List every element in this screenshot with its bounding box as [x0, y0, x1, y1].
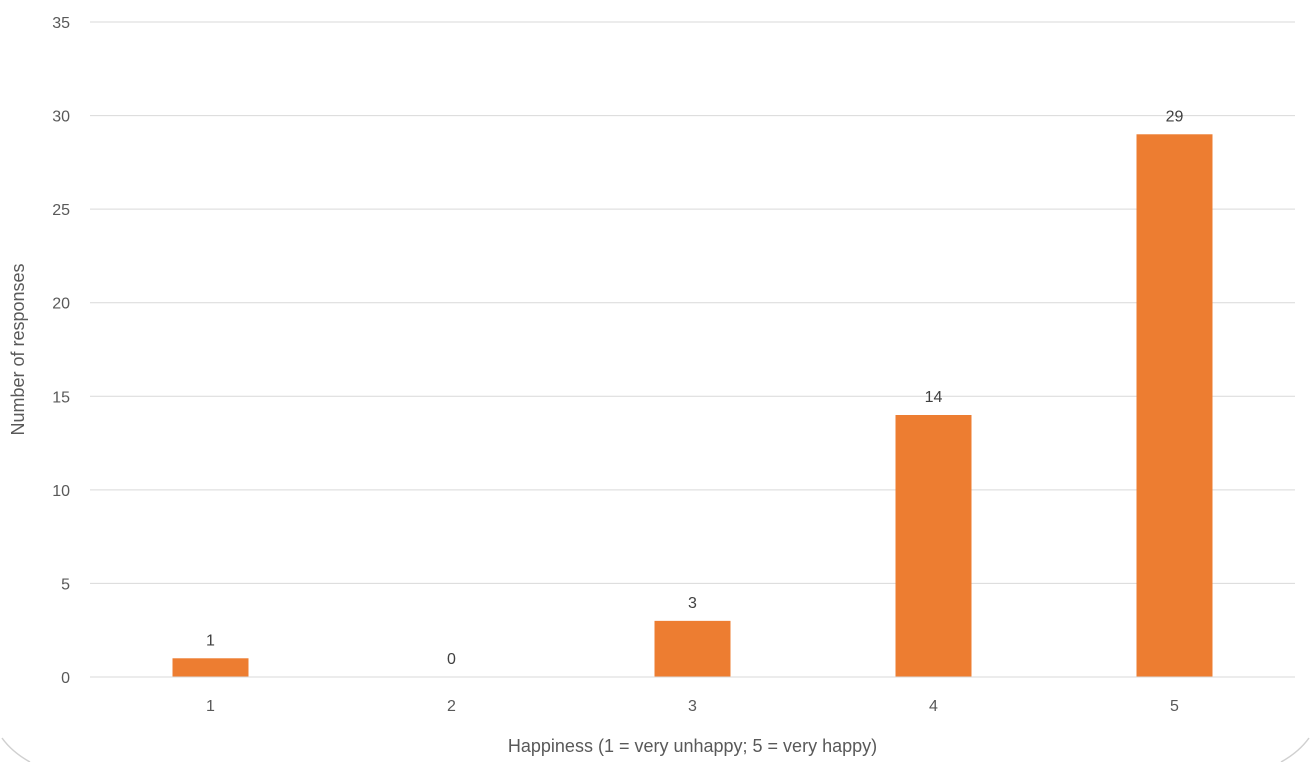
- y-tick-label: 20: [52, 296, 70, 313]
- x-tick-label: 4: [929, 698, 938, 715]
- y-tick-label: 10: [52, 483, 70, 500]
- y-axis-title: Number of responses: [8, 263, 28, 435]
- y-tick-label: 5: [61, 576, 70, 593]
- y-tick-label: 30: [52, 109, 70, 126]
- y-axis-ticks: 0 5 10 15 20 25 30 35: [52, 15, 70, 687]
- data-label: 3: [688, 595, 697, 612]
- data-label: 1: [206, 632, 215, 649]
- data-label: 14: [925, 389, 943, 406]
- y-tick-label: 25: [52, 202, 70, 219]
- x-axis-title: Happiness (1 = very unhappy; 5 = very ha…: [508, 736, 877, 756]
- y-tick-label: 35: [52, 15, 70, 32]
- data-label: 29: [1166, 108, 1184, 125]
- y-tick-label: 0: [61, 670, 70, 687]
- x-tick-label: 2: [447, 698, 456, 715]
- x-tick-label: 1: [206, 698, 215, 715]
- frame-corner-left: [1, 737, 31, 762]
- gridlines: [90, 21, 1295, 584]
- x-axis-ticks: 1 2 3 4 5: [206, 698, 1179, 715]
- data-labels: 1 0 3 14 29: [206, 108, 1183, 668]
- data-label: 0: [447, 651, 456, 668]
- y-tick-label: 15: [52, 389, 70, 406]
- bar: [895, 415, 972, 677]
- x-tick-label: 5: [1170, 698, 1179, 715]
- frame-corner-right: [1280, 737, 1310, 762]
- bar: [654, 620, 731, 677]
- x-tick-label: 3: [688, 698, 697, 715]
- bar: [172, 658, 249, 677]
- bar: [1136, 134, 1213, 678]
- bars: [172, 134, 1213, 678]
